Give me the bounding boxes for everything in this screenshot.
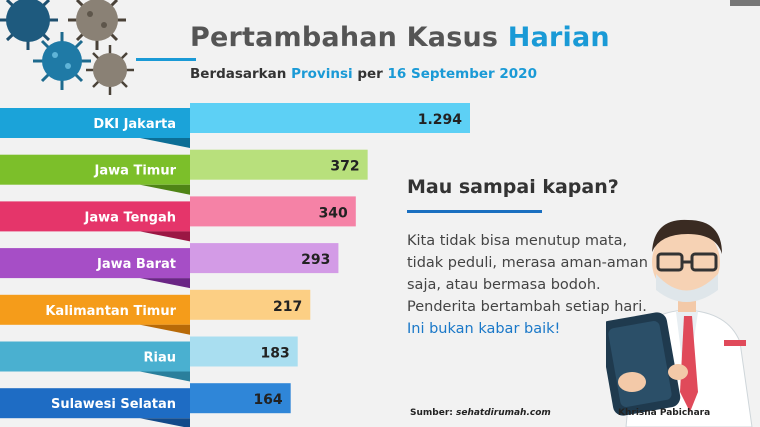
source-credit: Sumber: sehatdirumah.com [410, 408, 551, 418]
bar-chart: DKI Jakarta 1.294 Jawa Timur 372 Jawa Tengah… [0, 103, 470, 427]
value-label: 293 [301, 252, 330, 268]
value-label: 340 [319, 205, 348, 221]
pocket-pen-icon [724, 340, 746, 346]
panel-paragraph: Kita tidak bisa menutup mata, tidak pedu… [407, 230, 667, 340]
bar [190, 336, 298, 367]
panel-heading-underline [407, 210, 542, 213]
bar-row: Jawa Barat 293 [0, 243, 339, 289]
category-label-band [0, 201, 190, 232]
source-link[interactable]: sehatdirumah.com [455, 408, 551, 418]
category-label: Jawa Timur [94, 164, 177, 179]
bar-row: Sulawesi Selatan 164 [0, 383, 291, 427]
ribbon-fold [140, 184, 190, 195]
ribbon-fold [140, 371, 190, 382]
bar-row: Jawa Timur 372 [0, 149, 368, 195]
category-label: Riau [144, 351, 177, 366]
virus-icon [33, 32, 91, 90]
bar-row: Kalimantan Timur 217 [0, 289, 311, 335]
category-label-band [0, 341, 190, 372]
category-label: Sulawesi Selatan [51, 397, 176, 412]
face-mask-icon [656, 274, 718, 302]
category-label-band [0, 154, 190, 185]
bar [190, 243, 339, 274]
page-subtitle: Berdasarkan Provinsi per 16 September 20… [190, 66, 537, 82]
ribbon-fold [140, 278, 190, 289]
panel-accent-line: Ini bukan kabar baik! [407, 321, 561, 337]
value-label: 372 [330, 159, 359, 175]
virus-icon [86, 45, 134, 95]
virus-icon [68, 0, 126, 50]
bar [190, 289, 311, 320]
category-label: Kalimantan Timur [45, 304, 176, 319]
top-accent-bar [730, 0, 760, 6]
title-main-text: Pertambahan Kasus [190, 22, 508, 53]
panel-line: Penderita bertambah setiap hari. [407, 299, 647, 315]
glasses-icon [656, 252, 718, 272]
bar [190, 103, 470, 133]
bar [190, 383, 291, 414]
ribbon-fold [140, 418, 190, 427]
bar-row: Jawa Tengah 340 [0, 196, 356, 242]
category-label: DKI Jakarta [93, 117, 176, 132]
category-label-band [0, 388, 190, 419]
category-label-band [0, 108, 190, 138]
value-label: 164 [253, 392, 282, 408]
virus-icon [0, 0, 58, 50]
panel-line: Kita tidak bisa menutup mata, [407, 233, 628, 249]
panel-line: saja, atau bermasa bodoh. [407, 277, 601, 293]
category-label: Jawa Barat [96, 257, 176, 272]
author-credit: Khrisna Pabichara [618, 408, 711, 418]
value-label: 217 [273, 299, 302, 315]
panel-line: tidak peduli, merasa aman-aman [407, 255, 648, 271]
ribbon-fold [140, 138, 190, 148]
bar [190, 196, 356, 227]
virus-illustration [0, 0, 134, 95]
ribbon-fold [140, 324, 190, 335]
category-label-band [0, 294, 190, 325]
title-underline [136, 58, 196, 61]
subtitle-date: 16 September 2020 [387, 66, 537, 82]
subtitle-mid: per [352, 66, 388, 82]
category-label-band [0, 248, 190, 279]
category-label: Jawa Tengah [84, 210, 176, 225]
doctor-hair [652, 219, 722, 254]
value-label: 1.294 [418, 112, 463, 128]
value-label: 183 [260, 346, 289, 362]
subtitle-province: Provinsi [291, 66, 353, 82]
bar-row: DKI Jakarta 1.294 [0, 103, 470, 148]
subtitle-prefix: Berdasarkan [190, 66, 292, 82]
title-highlight-text: Harian [507, 22, 610, 53]
doctor-illustration [606, 219, 753, 427]
bar [190, 149, 368, 180]
bar-row: Riau 183 [0, 336, 298, 382]
source-label: Sumber: [410, 408, 456, 418]
page-title: Pertambahan Kasus Harian [190, 22, 610, 53]
panel-heading: Mau sampai kapan? [407, 176, 619, 198]
ribbon-fold [140, 231, 190, 242]
